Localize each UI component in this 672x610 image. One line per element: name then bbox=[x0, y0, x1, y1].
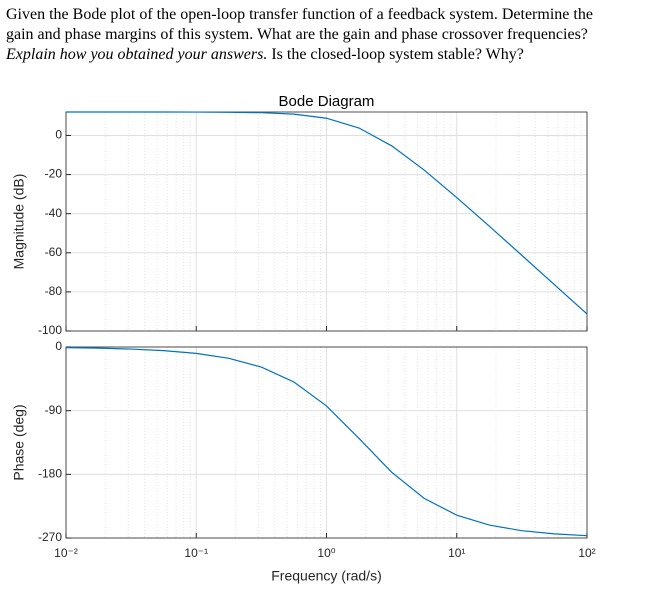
y-tick-label: -180 bbox=[38, 467, 62, 481]
question-text: Is the closed-loop system stable? Why? bbox=[271, 46, 524, 63]
y-axis-label: Phase (deg) bbox=[11, 404, 27, 480]
x-tick-label: 10⁰ bbox=[317, 546, 335, 560]
data-line bbox=[65, 347, 588, 537]
x-axis-label: Frequency (rad/s) bbox=[271, 568, 381, 584]
data-line bbox=[66, 111, 588, 315]
x-tick-label: 10¹ bbox=[448, 546, 465, 560]
y-tick-label: -270 bbox=[38, 530, 62, 544]
y-tick-label: -100 bbox=[38, 323, 62, 337]
axes-box bbox=[65, 346, 588, 539]
question-emphasis: Explain how you obtained your answers. bbox=[6, 46, 268, 63]
y-tick-label: -80 bbox=[45, 284, 63, 298]
y-tick-label: 0 bbox=[55, 128, 62, 142]
y-axis-label: Magnitude (dB) bbox=[11, 174, 27, 270]
x-tick-label: 10⁻¹ bbox=[184, 546, 208, 560]
question-text: Given the Bode plot of the open-loop tra… bbox=[6, 6, 593, 43]
chart-title: Bode Diagram bbox=[279, 93, 375, 110]
x-tick-label: 10² bbox=[578, 546, 595, 560]
y-tick-label: -90 bbox=[45, 403, 63, 417]
x-tick-label: 10⁻² bbox=[54, 546, 78, 560]
y-tick-label: -40 bbox=[45, 206, 63, 220]
question: Given the Bode plot of the open-loop tra… bbox=[6, 5, 606, 65]
y-tick-label: 0 bbox=[55, 339, 62, 353]
y-tick-label: -20 bbox=[45, 167, 63, 181]
axes-box bbox=[65, 111, 588, 332]
y-tick-label: -60 bbox=[45, 245, 63, 259]
